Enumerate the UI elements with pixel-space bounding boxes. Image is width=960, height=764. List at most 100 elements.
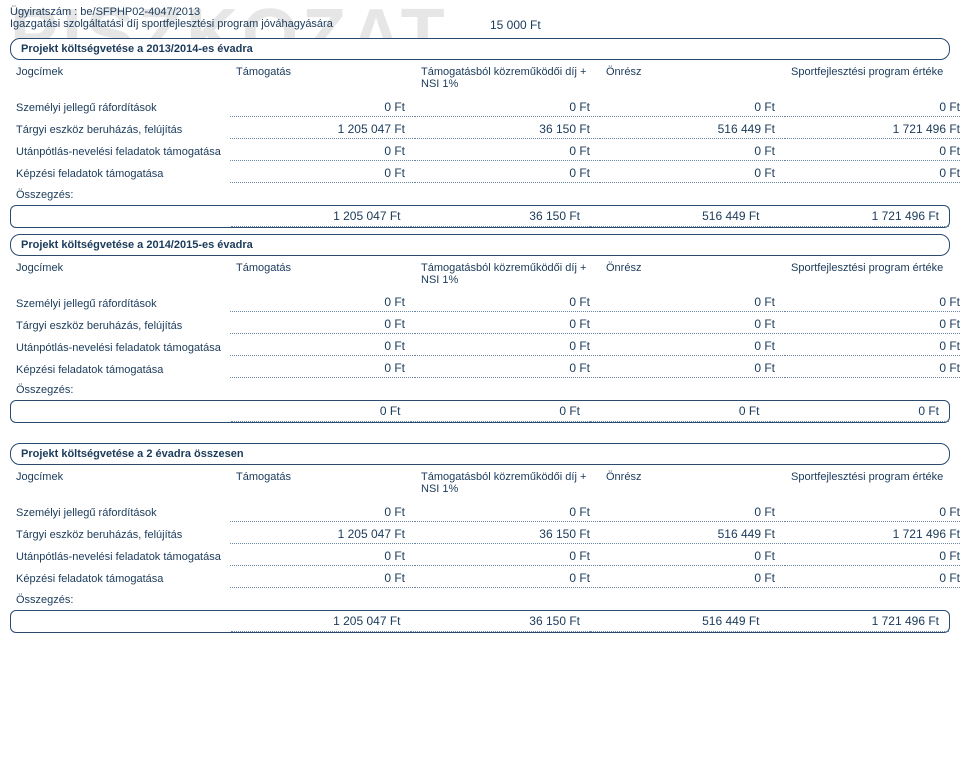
cell-value: 0 Ft <box>785 565 960 587</box>
row-label: Utánpótlás-nevelési feladatok támogatása <box>10 543 230 565</box>
summary-label: Összegzés: <box>10 588 950 608</box>
table-row: Személyi jellegű ráfordítások 0 Ft 0 Ft … <box>10 94 960 116</box>
cell-value: 0 Ft <box>600 334 785 356</box>
cell-value: 36 150 Ft <box>415 116 600 138</box>
cell-value: 0 Ft <box>785 543 960 565</box>
table-row: Tárgyi eszköz beruházás, felújítás 0 Ft … <box>10 312 960 334</box>
summary-row: 1 205 047 Ft 36 150 Ft 516 449 Ft 1 721 … <box>10 205 950 228</box>
cell-value: 0 Ft <box>415 160 600 182</box>
table-row: Utánpótlás-nevelési feladatok támogatása… <box>10 334 960 356</box>
summary-value: 36 150 Ft <box>411 611 591 632</box>
col-header: Támogatásból közreműködői díj + NSI 1% <box>415 467 600 499</box>
cell-value: 0 Ft <box>415 499 600 521</box>
summary-label: Összegzés: <box>10 183 950 203</box>
cell-value: 0 Ft <box>415 565 600 587</box>
cell-value: 0 Ft <box>785 334 960 356</box>
cell-value: 0 Ft <box>415 543 600 565</box>
cell-value: 0 Ft <box>785 356 960 378</box>
table-header-row: Jogcímek Támogatás Támogatásból közreműk… <box>10 467 960 499</box>
cell-value: 0 Ft <box>600 94 785 116</box>
cell-value: 0 Ft <box>415 138 600 160</box>
col-header: Támogatás <box>230 467 415 499</box>
cell-value: 516 449 Ft <box>600 521 785 543</box>
cell-value: 0 Ft <box>230 356 415 378</box>
table-row: Személyi jellegű ráfordítások 0 Ft 0 Ft … <box>10 499 960 521</box>
col-header: Önrész <box>600 62 785 94</box>
table-header-row: Jogcímek Támogatás Támogatásból közreműk… <box>10 62 960 94</box>
row-label: Személyi jellegű ráfordítások <box>10 290 230 312</box>
cell-value: 0 Ft <box>415 94 600 116</box>
cell-value: 1 205 047 Ft <box>230 521 415 543</box>
budget-table: Jogcímek Támogatás Támogatásból közreműk… <box>10 62 960 183</box>
document-content: Ügyiratszám : be/SFPHP02-4047/2013 Igazg… <box>10 6 950 633</box>
cell-value: 0 Ft <box>230 312 415 334</box>
summary-value: 0 Ft <box>411 401 591 422</box>
col-header: Önrész <box>600 467 785 499</box>
summary-value: 0 Ft <box>231 401 411 422</box>
table-row: Képzési feladatok támogatása 0 Ft 0 Ft 0… <box>10 565 960 587</box>
cell-value: 0 Ft <box>600 499 785 521</box>
summary-spacer <box>11 611 231 632</box>
cell-value: 0 Ft <box>230 94 415 116</box>
cell-value: 0 Ft <box>230 499 415 521</box>
cell-value: 0 Ft <box>230 290 415 312</box>
row-label: Képzési feladatok támogatása <box>10 356 230 378</box>
row-label: Tárgyi eszköz beruházás, felújítás <box>10 116 230 138</box>
col-header: Sportfejlesztési program értéke <box>785 62 960 94</box>
summary-row: 0 Ft 0 Ft 0 Ft 0 Ft <box>10 400 950 423</box>
cell-value: 0 Ft <box>600 565 785 587</box>
table-row: Utánpótlás-nevelési feladatok támogatása… <box>10 543 960 565</box>
cell-value: 0 Ft <box>785 290 960 312</box>
section-title: Projekt költségvetése a 2 évadra összese… <box>10 443 950 465</box>
col-header: Jogcímek <box>10 62 230 94</box>
cell-value: 0 Ft <box>230 138 415 160</box>
summary-value: 36 150 Ft <box>411 206 591 227</box>
table-row: Tárgyi eszköz beruházás, felújítás 1 205… <box>10 521 960 543</box>
row-label: Személyi jellegű ráfordítások <box>10 94 230 116</box>
budget-table: Jogcímek Támogatás Támogatásból közreműk… <box>10 467 960 588</box>
row-label: Tárgyi eszköz beruházás, felújítás <box>10 521 230 543</box>
summary-value: 0 Ft <box>590 401 770 422</box>
col-header: Támogatás <box>230 62 415 94</box>
summary-value: 1 721 496 Ft <box>770 206 950 227</box>
row-label: Képzési feladatok támogatása <box>10 160 230 182</box>
cell-value: 0 Ft <box>785 94 960 116</box>
cell-value: 1 721 496 Ft <box>785 116 960 138</box>
col-header: Támogatásból közreműködői díj + NSI 1% <box>415 62 600 94</box>
cell-value: 0 Ft <box>415 334 600 356</box>
cell-value: 0 Ft <box>230 334 415 356</box>
cell-value: 0 Ft <box>785 160 960 182</box>
table-row: Utánpótlás-nevelési feladatok támogatása… <box>10 138 960 160</box>
summary-value: 516 449 Ft <box>590 611 770 632</box>
col-header: Jogcímek <box>10 467 230 499</box>
summary-spacer <box>11 206 231 227</box>
document-header: Ügyiratszám : be/SFPHP02-4047/2013 Igazg… <box>10 6 950 32</box>
table-header-row: Jogcímek Támogatás Támogatásból közreműk… <box>10 258 960 290</box>
row-label: Utánpótlás-nevelési feladatok támogatása <box>10 138 230 160</box>
cell-value: 0 Ft <box>230 160 415 182</box>
cell-value: 0 Ft <box>230 565 415 587</box>
summary-value: 1 721 496 Ft <box>770 611 950 632</box>
cell-value: 0 Ft <box>600 312 785 334</box>
row-label: Tárgyi eszköz beruházás, felújítás <box>10 312 230 334</box>
cell-value: 0 Ft <box>600 138 785 160</box>
table-row: Személyi jellegű ráfordítások 0 Ft 0 Ft … <box>10 290 960 312</box>
doc-subtitle: Igazgatási szolgáltatási díj sportfejles… <box>10 18 490 32</box>
table-row: Képzési feladatok támogatása 0 Ft 0 Ft 0… <box>10 160 960 182</box>
cell-value: 516 449 Ft <box>600 116 785 138</box>
summary-label: Összegzés: <box>10 378 950 398</box>
budget-table: Jogcímek Támogatás Támogatásból közreműk… <box>10 258 960 379</box>
row-label: Utánpótlás-nevelési feladatok támogatása <box>10 334 230 356</box>
cell-value: 0 Ft <box>600 160 785 182</box>
col-header: Támogatásból közreműködői díj + NSI 1% <box>415 258 600 290</box>
row-label: Képzési feladatok támogatása <box>10 565 230 587</box>
summary-row: 1 205 047 Ft 36 150 Ft 516 449 Ft 1 721 … <box>10 610 950 633</box>
summary-spacer <box>11 401 231 422</box>
cell-value: 0 Ft <box>785 138 960 160</box>
cell-value: 0 Ft <box>600 290 785 312</box>
summary-value: 0 Ft <box>770 401 950 422</box>
section-title: Projekt költségvetése a 2013/2014-es éva… <box>10 38 950 60</box>
cell-value: 0 Ft <box>785 312 960 334</box>
col-header: Jogcímek <box>10 258 230 290</box>
col-header: Támogatás <box>230 258 415 290</box>
